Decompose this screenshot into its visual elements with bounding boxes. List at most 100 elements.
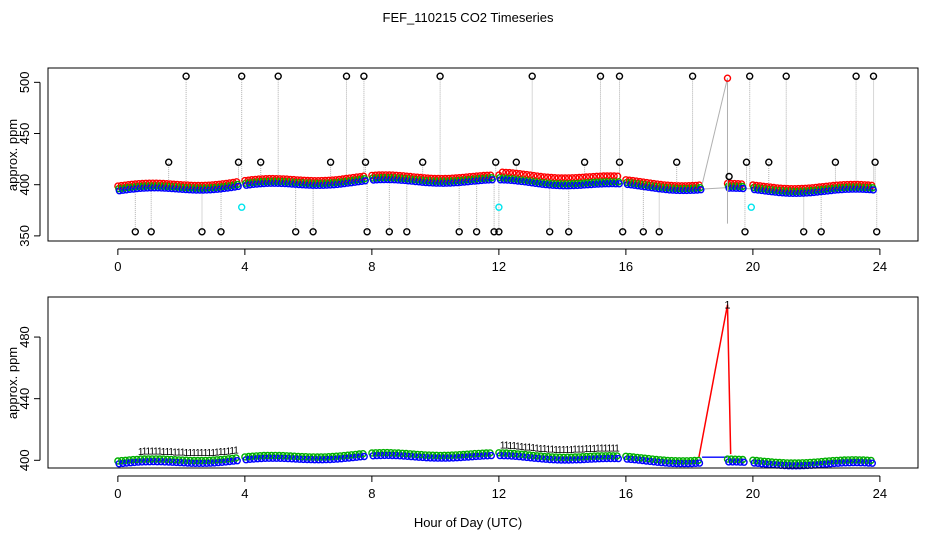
bottom-red-label: 1 (199, 448, 205, 459)
bottom-red-label: 1 (568, 445, 574, 456)
top-low-spike-point (619, 228, 627, 236)
bottom-red-label: 1 (176, 448, 182, 459)
top-low-spike-point (292, 228, 300, 236)
bottom-red-label: 1 (207, 448, 213, 459)
bottom-red-label: 1 (218, 447, 224, 458)
bottom-red-label: 1 (527, 443, 533, 454)
top-high-spike-point (746, 72, 754, 80)
top-low-spike-point (363, 228, 371, 236)
bottom-red-label: 1 (576, 445, 582, 456)
bottom-red-label: 1 (180, 448, 186, 459)
top-blue-point (697, 185, 705, 194)
top-low-spike-point (639, 228, 647, 236)
top-low-spike-point (741, 228, 749, 236)
bottom-red-label: 1 (142, 447, 148, 458)
top-y-tick-label: 350 (17, 225, 32, 247)
top-mid-spike-point (831, 158, 840, 166)
bottom-red-label: 1 (584, 444, 590, 455)
bottom-red-label: 1 (146, 447, 152, 458)
bottom-x-tick-label: 4 (241, 486, 248, 501)
top-x-tick-label: 24 (873, 259, 887, 274)
top-mid-spike-point (164, 158, 173, 166)
top-high-spike-point (342, 72, 351, 80)
top-mid-spike-point (871, 158, 879, 166)
top-y-tick-label: 500 (17, 71, 32, 93)
top-high-spike-point (688, 72, 697, 80)
bottom-peak-line (698, 304, 732, 458)
top-outlier-line (701, 78, 728, 185)
top-low-spike-point (800, 228, 808, 236)
x-axis-label: Hour of Day (UTC) (414, 515, 522, 530)
top-low-spike-point (817, 228, 825, 236)
bottom-red-label: 1 (530, 443, 536, 454)
bottom-red-label: 1 (603, 443, 609, 454)
top-low-spike-point (403, 228, 411, 236)
bottom-y-axis-label: approx. ppm (5, 347, 20, 419)
bottom-red-label: 1 (149, 447, 155, 458)
bottom-red-label: 1 (538, 444, 544, 455)
bottom-blue-point (695, 459, 704, 467)
bottom-x-tick-label: 16 (619, 486, 633, 501)
top-low-spike-point (147, 228, 155, 236)
bottom-x-tick-label: 8 (368, 486, 375, 501)
bottom-red-label: 1 (172, 447, 178, 458)
bottom-red-label: 1 (588, 444, 594, 455)
top-low-spike-point (131, 228, 140, 236)
top-x-tick-label: 0 (114, 259, 121, 274)
bottom-red-label: 1 (504, 441, 510, 452)
top-mid-spike-point (615, 158, 624, 166)
bottom-y-tick-label: 480 (17, 326, 32, 348)
top-cyan-point (237, 203, 246, 211)
top-low-spike-point (455, 228, 463, 236)
top-low-spike-point (873, 228, 881, 236)
top-blue-point (869, 186, 877, 194)
bottom-red-label: 1 (500, 441, 506, 452)
top-high-spike-point (782, 72, 790, 80)
bottom-red-label: 1 (557, 445, 563, 456)
bottom-red-label: 1 (542, 444, 548, 455)
top-panel: 0 4 8 12 16 20 24 350 400 450 500 approx. ppm (5, 67, 919, 274)
top-low-spike-point (565, 228, 573, 236)
bottom-red-label: 1 (549, 445, 555, 456)
bottom-red-label: 1 (519, 442, 525, 453)
top-high-spike-point (360, 72, 368, 80)
top-blue-point (739, 184, 747, 193)
top-low-spike-point (217, 228, 225, 236)
top-high-spike-point (615, 72, 624, 80)
top-plot-area (114, 72, 881, 236)
bottom-red-label: 1 (210, 448, 216, 459)
top-x-tick-label: 20 (746, 259, 760, 274)
bottom-x-tick-label: 24 (873, 486, 887, 501)
bottom-red-label: 1 (191, 448, 197, 459)
bottom-red-label: 1 (157, 447, 163, 458)
top-high-spike-point (436, 72, 444, 80)
top-x-tick-label: 8 (368, 259, 375, 274)
top-cyan-point (495, 203, 503, 211)
bottom-plot-frame (47, 296, 919, 469)
top-red-outlier-point (723, 74, 732, 82)
top-blue-point (361, 177, 369, 185)
top-high-spike-point (237, 72, 246, 80)
top-mid-spike-point (419, 158, 427, 166)
bottom-red-label: 1 (546, 444, 552, 455)
top-blue-point (615, 180, 623, 188)
bottom-red-label: 1 (233, 446, 239, 457)
bottom-red-label: 1 (165, 447, 171, 458)
top-mid-spike-point (673, 158, 681, 166)
top-mid-spike-point (234, 158, 243, 166)
top-axes: 0 4 8 12 16 20 24 350 400 450 500 (17, 71, 887, 274)
top-high-spike-point (852, 72, 860, 80)
top-high-spike-point (274, 72, 282, 80)
bottom-red-label: 1 (187, 448, 193, 459)
top-mid-spike-point (257, 158, 265, 166)
bottom-red-label: 1 (565, 445, 571, 456)
top-blue-point (488, 176, 496, 184)
bottom-blue-point (614, 454, 622, 463)
top-high-spike-point (182, 72, 190, 80)
bottom-y-tick-label: 400 (17, 449, 32, 471)
bottom-red-label: 1 (214, 448, 220, 459)
top-high-spike-point (869, 72, 878, 80)
top-mid-spike-point (326, 158, 335, 166)
bottom-y-tick-label: 440 (17, 388, 32, 410)
